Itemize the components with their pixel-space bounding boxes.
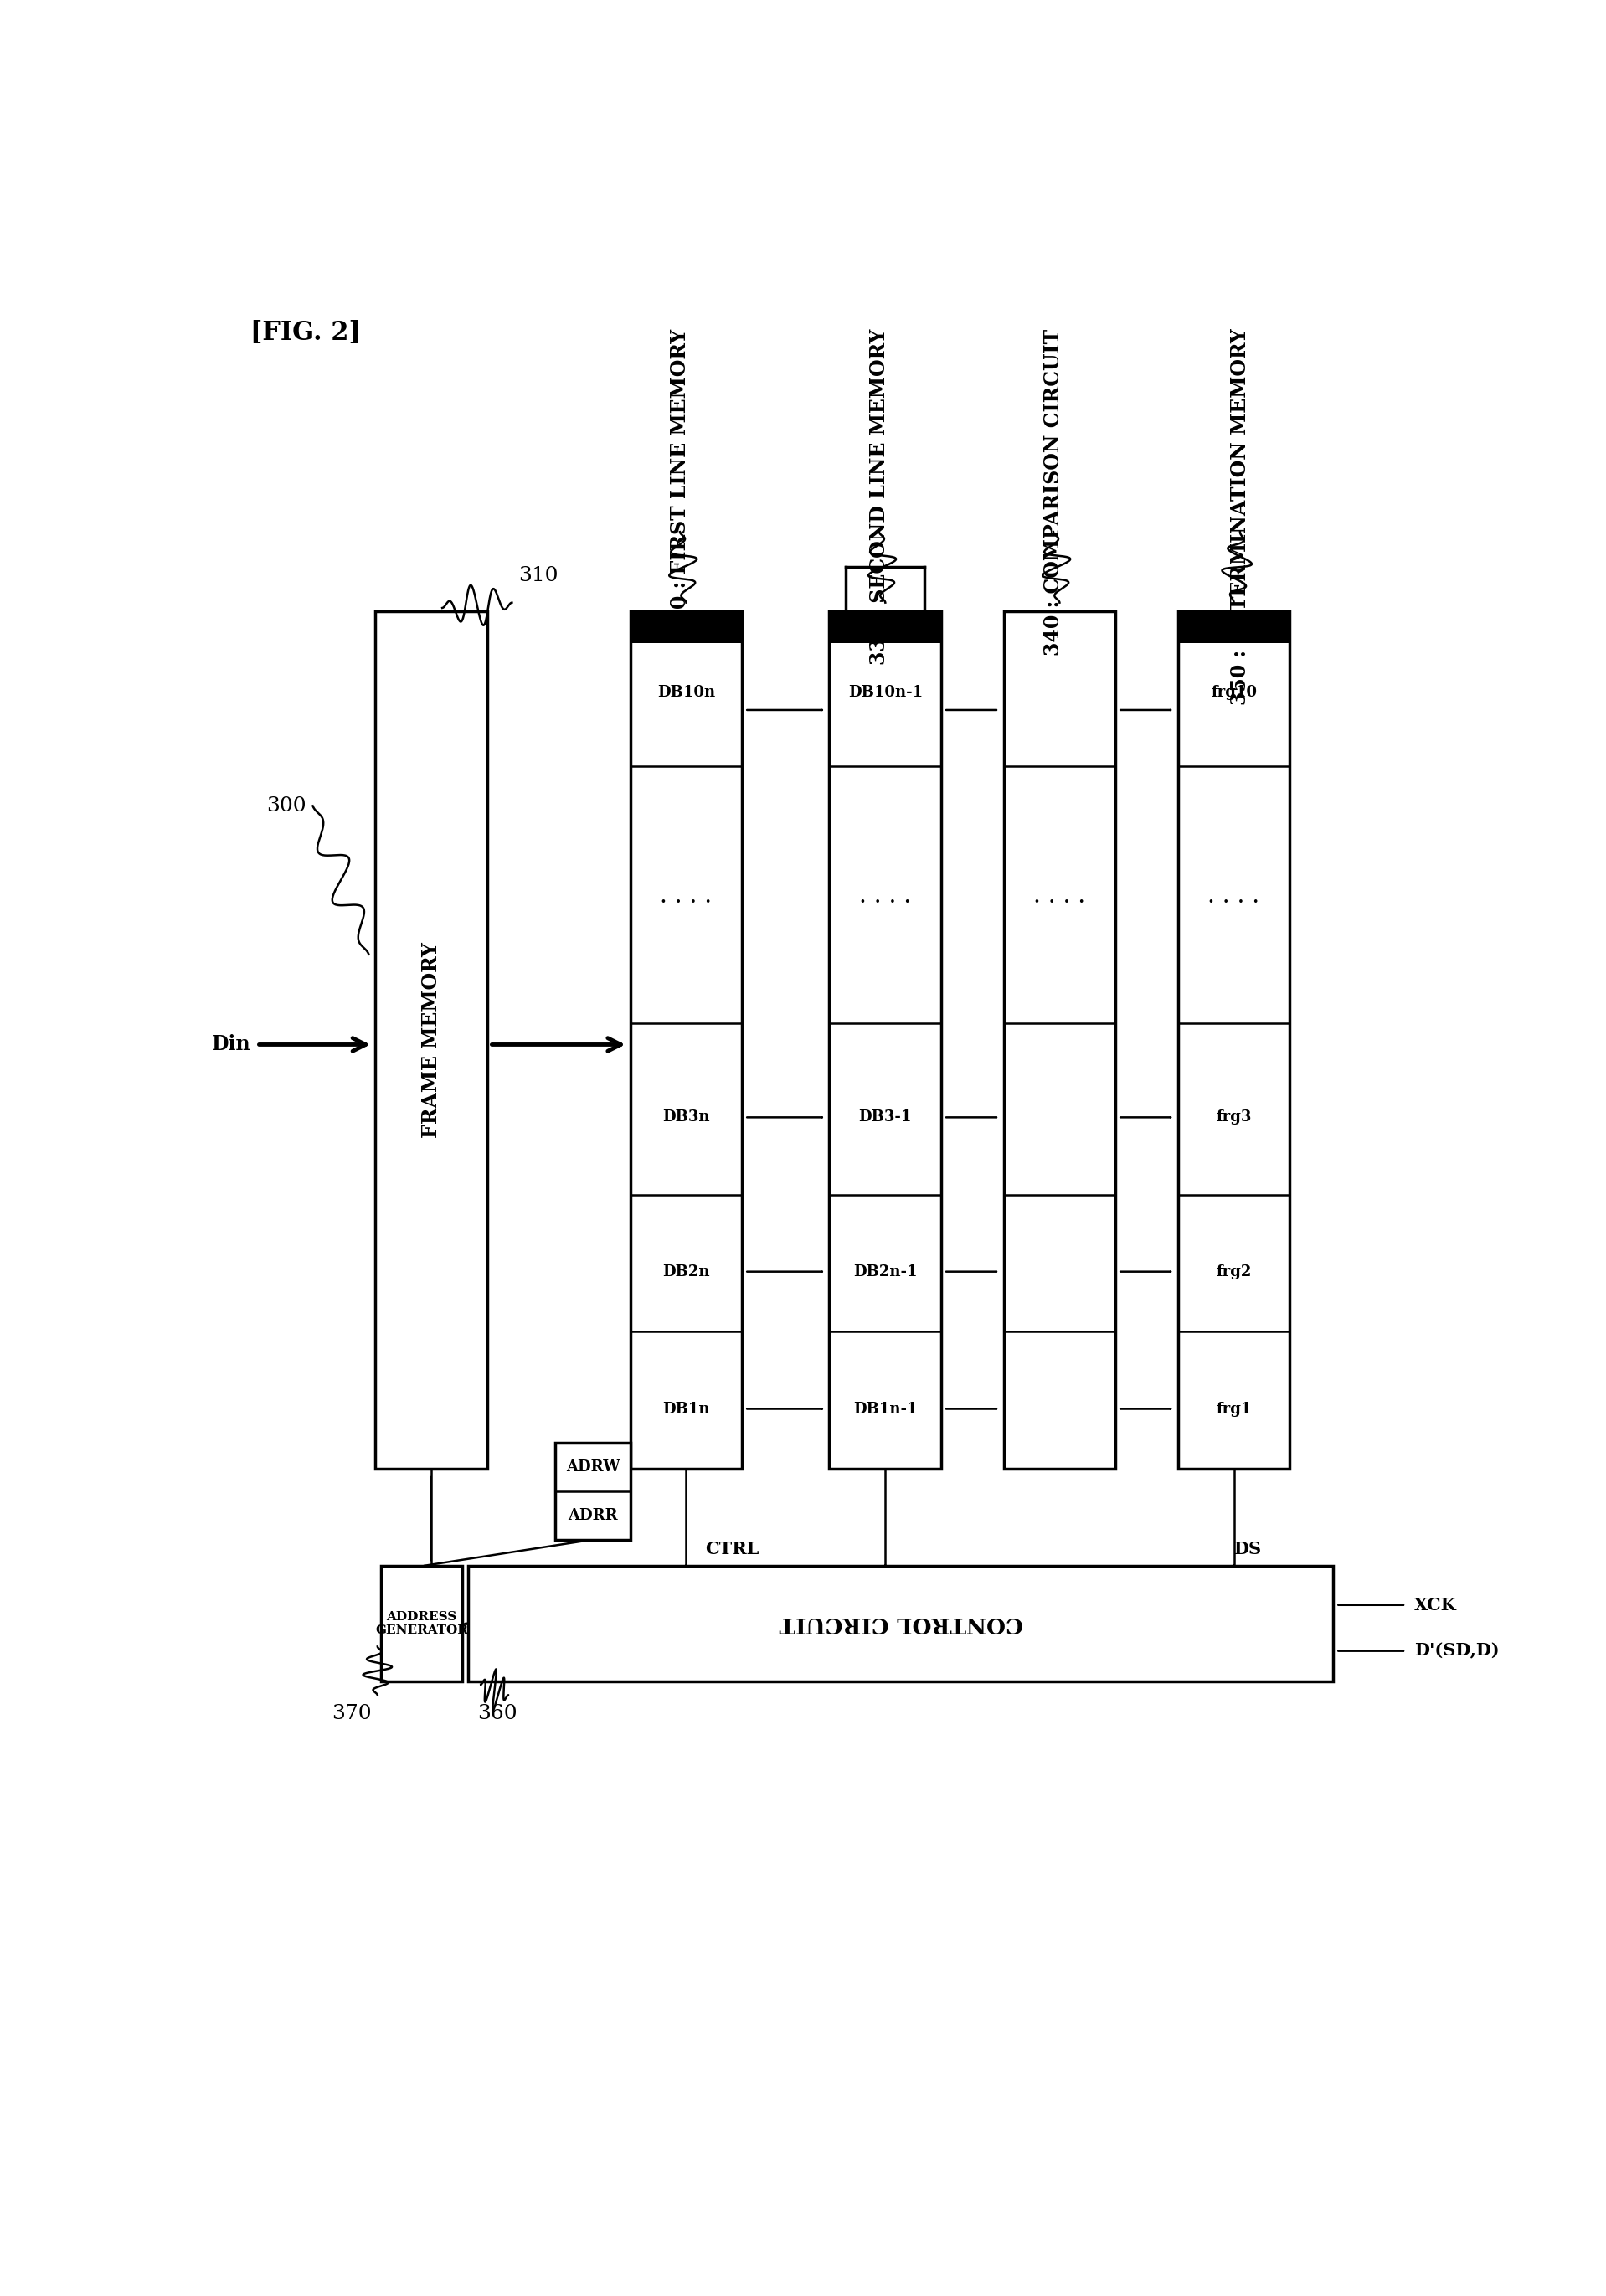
Bar bbox=[1177, 611, 1290, 643]
Text: D'(SD,D): D'(SD,D) bbox=[1415, 1642, 1500, 1660]
Text: DS: DS bbox=[1233, 1541, 1262, 1557]
Text: CTRL: CTRL bbox=[705, 1541, 758, 1557]
Text: 320 : FIRST LINE MEMORY: 320 : FIRST LINE MEMORY bbox=[670, 328, 691, 636]
Text: DB3-1: DB3-1 bbox=[859, 1109, 912, 1125]
Text: XCK: XCK bbox=[1415, 1596, 1457, 1614]
Text: ADRR: ADRR bbox=[569, 1508, 618, 1522]
Text: · · · ·: · · · · bbox=[1208, 891, 1259, 914]
Text: FRAME MEMORY: FRAME MEMORY bbox=[421, 941, 442, 1139]
Bar bbox=[469, 1566, 1333, 1681]
Text: ADRW: ADRW bbox=[565, 1460, 620, 1474]
Text: DB1n-1: DB1n-1 bbox=[853, 1401, 917, 1417]
Bar bbox=[381, 1566, 463, 1681]
Text: 310: 310 bbox=[519, 565, 557, 585]
Text: frg2: frg2 bbox=[1216, 1265, 1251, 1279]
Text: · · · ·: · · · · bbox=[660, 891, 711, 914]
Text: 370: 370 bbox=[331, 1704, 371, 1724]
Bar bbox=[829, 611, 941, 1469]
Text: frg10: frg10 bbox=[1211, 684, 1257, 700]
Text: ADDRESS
GENERATOR: ADDRESS GENERATOR bbox=[376, 1612, 467, 1637]
Text: 330 : SECOND LINE MEMORY: 330 : SECOND LINE MEMORY bbox=[869, 328, 890, 664]
Text: frg1: frg1 bbox=[1216, 1401, 1251, 1417]
Bar bbox=[630, 611, 742, 643]
Text: DB1n: DB1n bbox=[663, 1401, 710, 1417]
Text: DB2n: DB2n bbox=[663, 1265, 710, 1279]
Bar bbox=[630, 611, 742, 1469]
Bar bbox=[829, 611, 941, 643]
Text: DB10n-1: DB10n-1 bbox=[848, 684, 922, 700]
Text: DB10n: DB10n bbox=[657, 684, 715, 700]
Text: [FIG. 2]: [FIG. 2] bbox=[251, 319, 361, 347]
Text: · · · ·: · · · · bbox=[859, 891, 911, 914]
Text: DB3n: DB3n bbox=[663, 1109, 710, 1125]
Text: frg3: frg3 bbox=[1216, 1109, 1251, 1125]
Bar bbox=[1177, 611, 1290, 1469]
Text: · · · ·: · · · · bbox=[1034, 891, 1086, 914]
Text: DB2n-1: DB2n-1 bbox=[853, 1265, 917, 1279]
Bar bbox=[556, 1442, 630, 1541]
Text: 300: 300 bbox=[267, 797, 307, 815]
Bar bbox=[376, 611, 487, 1469]
Text: 350 : DETERMINATION MEMORY: 350 : DETERMINATION MEMORY bbox=[1230, 328, 1249, 705]
Bar bbox=[1004, 611, 1116, 1469]
Text: 360: 360 bbox=[477, 1704, 517, 1724]
Text: Din: Din bbox=[212, 1035, 251, 1054]
Text: CONTROL CIRCUIT: CONTROL CIRCUIT bbox=[779, 1614, 1023, 1635]
Text: 340 : COMPARISON CIRCUIT: 340 : COMPARISON CIRCUIT bbox=[1044, 328, 1063, 654]
